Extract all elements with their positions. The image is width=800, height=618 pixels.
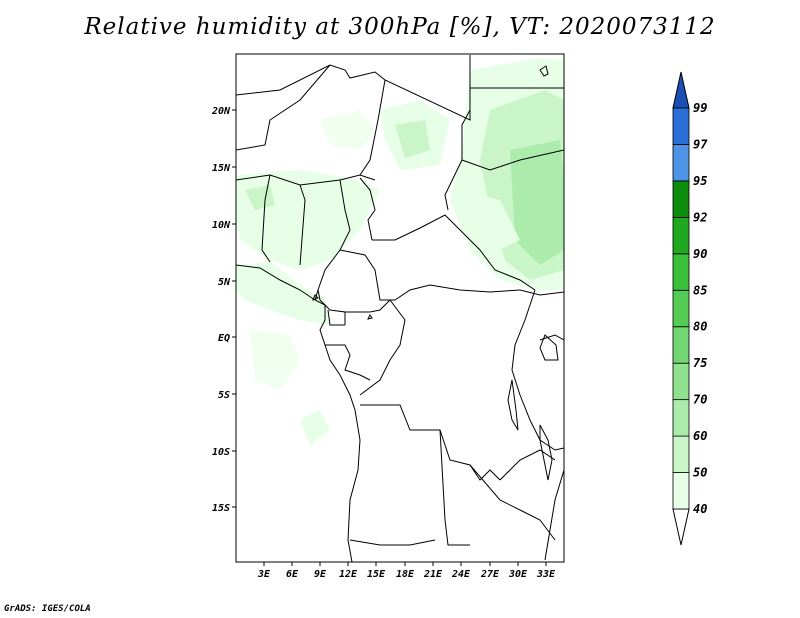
colorbar-label: 92 [693,210,707,224]
lon-tick: 18E [396,569,415,580]
lat-tick: 15S [212,503,230,514]
colorbar-label: 97 [693,137,708,151]
colorbar-label: 70 [693,393,707,407]
lon-tick: 24E [451,569,471,580]
colorbar-label: 99 [693,101,707,115]
lon-tick: 33E [536,569,556,580]
colorbar-label: 90 [693,247,707,261]
map-frame [235,53,565,563]
colorbar: 40 50 60 70 75 80 85 90 92 95 97 99 [672,71,708,546]
colorbar-box [672,107,690,145]
colorbar-box [672,399,690,437]
lon-tick: 12E [339,569,358,580]
lon-tick: 15E [367,569,386,580]
lon-tick: 9E [314,569,327,580]
colorbar-label: 75 [693,356,707,370]
colorbar-box [672,216,690,255]
lat-tick: 5S [218,390,230,401]
humidity-field [236,58,564,445]
colorbar-label: 40 [693,502,707,516]
map-title: Relative humidity at 300hPa [%], VT: 202… [84,14,716,40]
credit-text: GrADS: IGES/COLA [4,604,91,614]
colorbar-min-arrow [672,508,690,546]
lat-tick: 10S [212,447,230,458]
lat-tick: 20N [211,106,231,117]
lon-tick: 30E [508,569,528,580]
lat-tick: 10N [212,220,231,231]
colorbar-label: 60 [693,429,707,443]
colorbar-box [672,326,690,364]
colorbar-max-arrow [672,71,690,109]
lon-axis: 3E 6E 9E 12E 15E 18E 21E 24E 27E 30E 33E [257,562,556,580]
colorbar-label: 85 [693,283,707,297]
lat-axis: 20N 15N 10N 5N EQ 5S 10S 15S [211,106,236,514]
colorbar-box [672,180,690,218]
colorbar-label: 95 [693,174,707,188]
lat-tick: 15N [212,163,231,174]
colorbar-label: 80 [693,320,707,334]
lon-tick: 6E [286,569,299,580]
country-borders [236,55,564,562]
colorbar-box [672,289,690,328]
colorbar-box [672,472,690,510]
lon-tick: 3E [257,569,271,580]
lon-tick: 21E [423,569,443,580]
lon-tick: 27E [480,569,500,580]
colorbar-box [672,362,690,401]
colorbar-box [672,253,690,291]
colorbar-label: 50 [693,466,707,480]
colorbar-box [672,435,690,473]
lat-tick: EQ [218,333,230,344]
colorbar-box [672,144,690,182]
lat-tick: 5N [218,277,231,288]
